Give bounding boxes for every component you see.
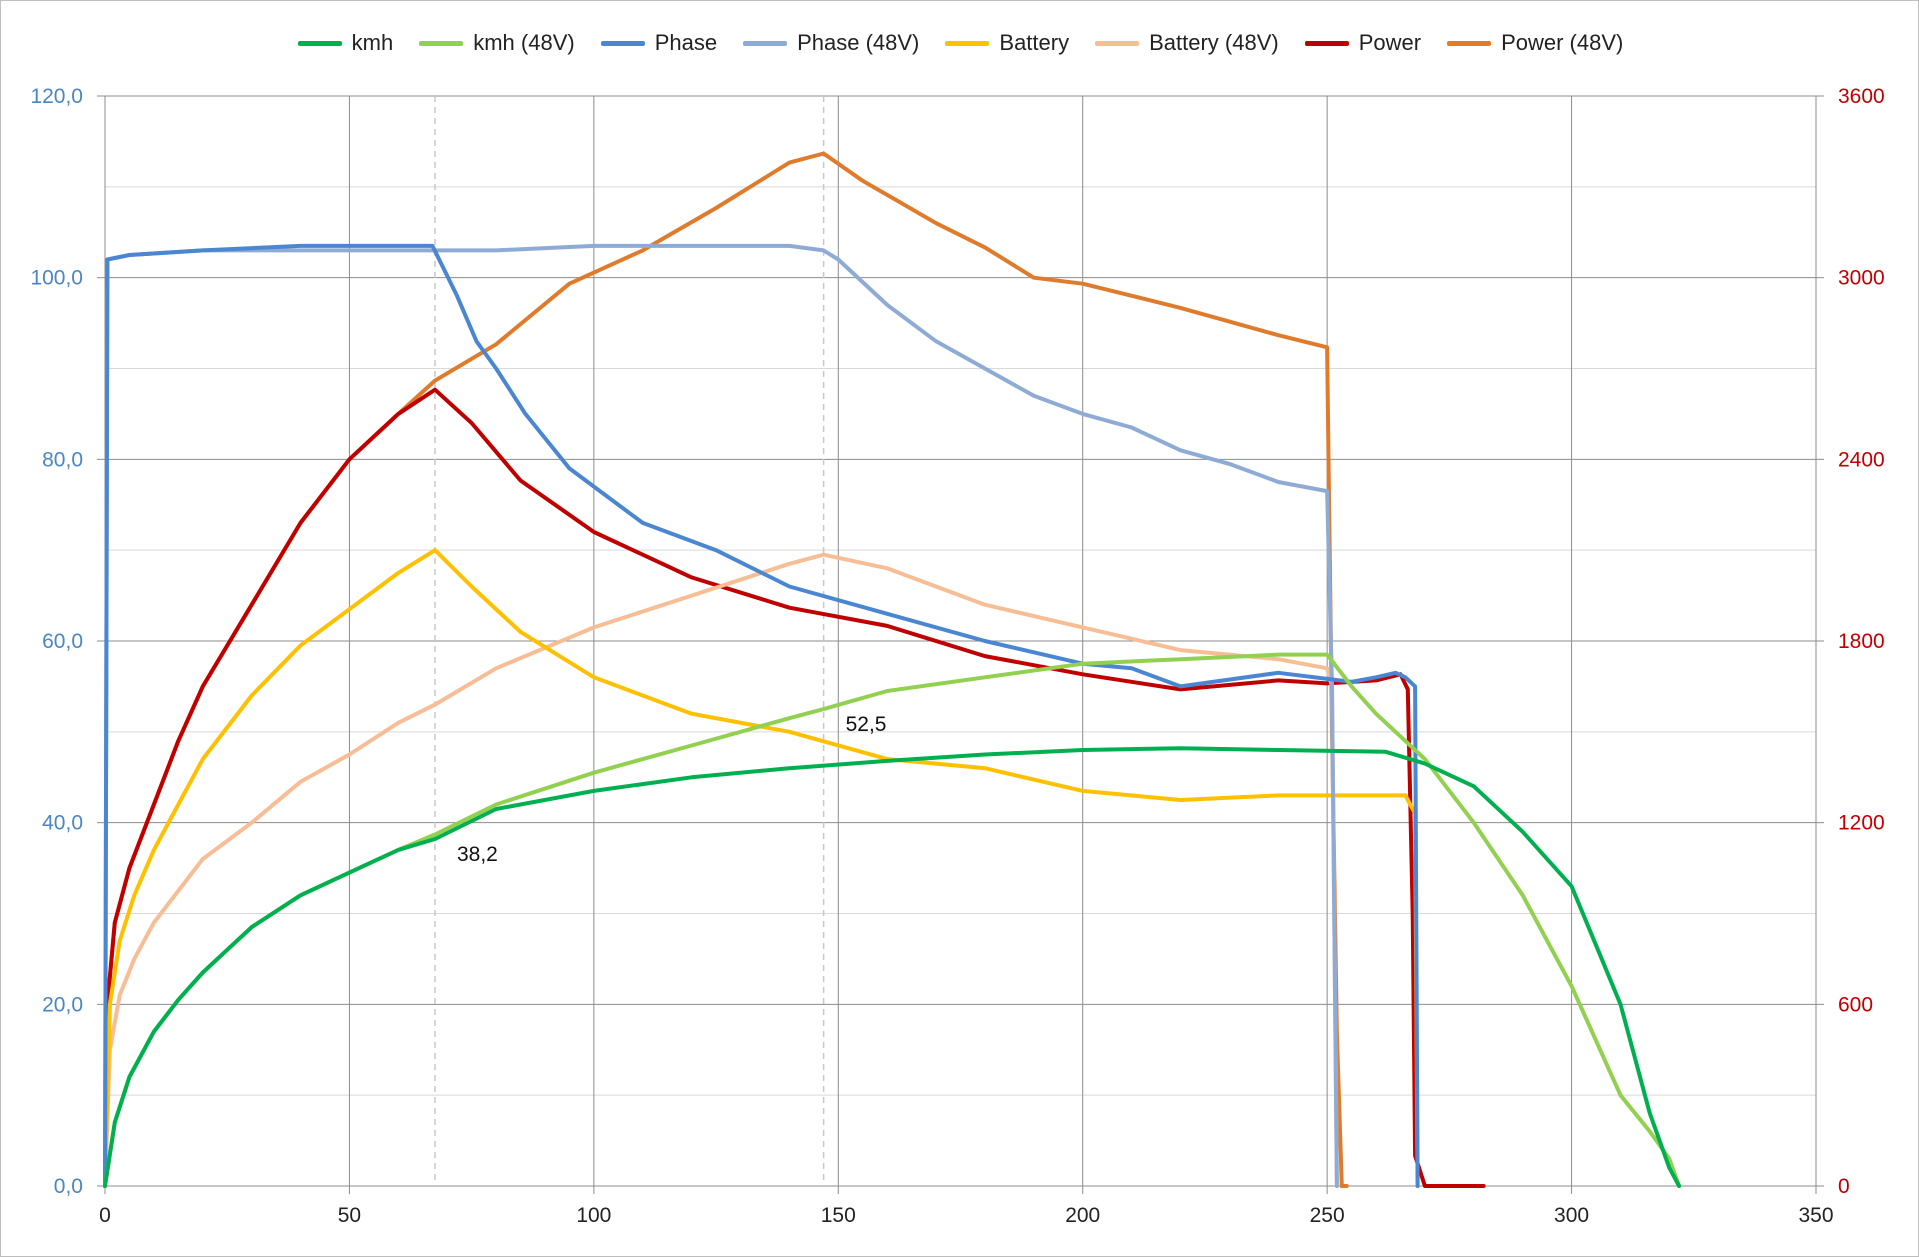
legend-label: kmh bbox=[351, 30, 394, 55]
legend-swatch bbox=[945, 40, 990, 46]
series-line-battery-48v bbox=[103, 552, 1339, 1188]
legend-item: Battery (48V) bbox=[1095, 30, 1279, 56]
legend-label: Power bbox=[1358, 30, 1422, 55]
data-label: 38,2 bbox=[457, 843, 498, 866]
x-tick-label: 0 bbox=[99, 1204, 111, 1227]
series-line-power bbox=[103, 387, 1486, 1188]
y-tick-label: 40,0 bbox=[42, 812, 83, 835]
x-tick-label: 100 bbox=[576, 1204, 611, 1227]
y-tick-label: 80,0 bbox=[42, 448, 83, 471]
legend-swatch bbox=[1447, 40, 1492, 46]
legend-label: Battery bbox=[999, 30, 1070, 55]
y-tick-label: 20,0 bbox=[42, 993, 83, 1016]
x-tick-label: 200 bbox=[1065, 1204, 1100, 1227]
y2-tick-label: 3000 bbox=[1838, 267, 1885, 290]
y2-tick-label: 3600 bbox=[1838, 85, 1885, 108]
legend-swatch bbox=[743, 40, 788, 46]
data-label: 52,5 bbox=[846, 713, 887, 736]
series-line-power-48v bbox=[103, 151, 1349, 1188]
x-tick-label: 350 bbox=[1798, 1204, 1833, 1227]
legend-item: kmh bbox=[297, 30, 394, 56]
y2-tick-label: 1200 bbox=[1838, 812, 1885, 835]
legend-item: Battery bbox=[945, 30, 1069, 56]
y2-tick-label: 600 bbox=[1838, 993, 1873, 1016]
series-line-phase-48v bbox=[103, 243, 1339, 1188]
legend-item: Power (48V) bbox=[1447, 30, 1623, 56]
legend-label: Phase (48V) bbox=[797, 30, 920, 55]
legend-swatch bbox=[1095, 40, 1140, 46]
legend-item: Phase (48V) bbox=[743, 30, 919, 56]
series-line-kmh-48v bbox=[103, 652, 1682, 1188]
legend-label: Battery (48V) bbox=[1149, 30, 1279, 55]
legend-swatch bbox=[419, 40, 464, 46]
legend-swatch bbox=[1304, 40, 1349, 46]
series-line-kmh bbox=[103, 746, 1682, 1188]
series-line-phase bbox=[103, 243, 1420, 1188]
y2-tick-label: 0 bbox=[1838, 1175, 1850, 1198]
y-tick-label: 0,0 bbox=[54, 1175, 83, 1198]
legend-item: kmh (48V) bbox=[419, 30, 575, 56]
chart-legend: kmh kmh (48V) Phase Phase (48V) Battery Batte… bbox=[1, 25, 1919, 61]
legend-label: Phase bbox=[654, 30, 718, 55]
x-tick-label: 300 bbox=[1554, 1204, 1589, 1227]
legend-label: Power (48V) bbox=[1501, 30, 1624, 55]
x-tick-label: 150 bbox=[821, 1204, 856, 1227]
series-line-battery bbox=[103, 548, 1420, 1188]
y-tick-label: 120,0 bbox=[30, 85, 83, 108]
y2-tick-label: 2400 bbox=[1838, 448, 1885, 471]
legend-label: kmh (48V) bbox=[473, 30, 575, 55]
y-tick-label: 60,0 bbox=[42, 630, 83, 653]
x-tick-label: 50 bbox=[338, 1204, 361, 1227]
x-tick-label: 250 bbox=[1310, 1204, 1345, 1227]
legend-swatch bbox=[297, 40, 342, 46]
y2-tick-label: 1800 bbox=[1838, 630, 1885, 653]
legend-item: Power bbox=[1304, 30, 1422, 56]
legend-swatch bbox=[600, 40, 645, 46]
legend-item: Phase bbox=[600, 30, 718, 56]
y-tick-label: 100,0 bbox=[30, 267, 83, 290]
